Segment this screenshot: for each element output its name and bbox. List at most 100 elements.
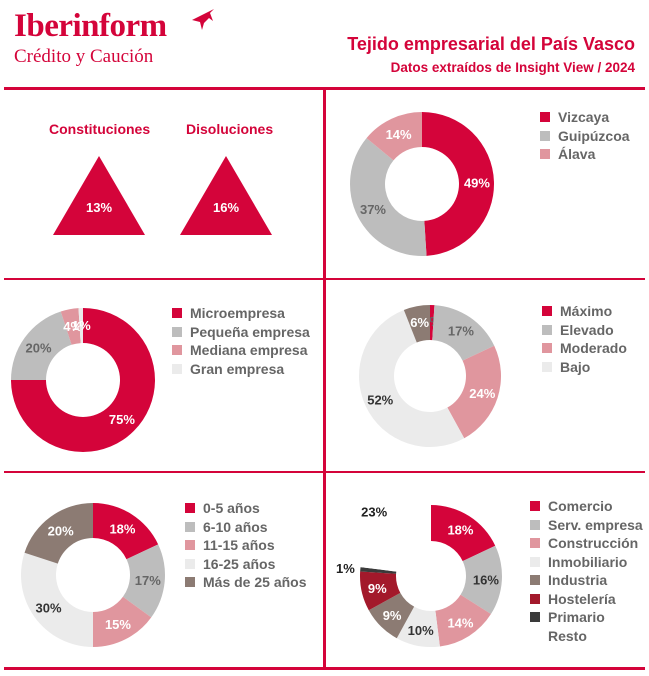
legend-label: Resto — [548, 627, 587, 644]
donut-4-slice-industria — [368, 592, 415, 639]
legend-swatch — [542, 324, 552, 335]
donut-0-slice-vizcaya — [422, 112, 495, 256]
donut-4-label-hosteleria: 9% — [368, 581, 387, 596]
legend-swatch — [172, 363, 182, 374]
legend-swatch — [185, 577, 195, 588]
donut-1-slice-mediana-empresa — [60, 308, 81, 345]
donut-1-label-microempresa: 75% — [109, 412, 135, 427]
legend-item-16-25-anos: 16-25 años — [185, 555, 307, 574]
triangle-constituciones — [53, 156, 145, 235]
legend-item-resto: Resto — [530, 627, 643, 646]
donut-1-slice-microempresa — [11, 308, 155, 452]
legend-label: Gran empresa — [190, 360, 285, 377]
donut-3-slice-6-10-anos — [122, 544, 166, 618]
legend-label: Inmobiliario — [548, 553, 628, 570]
donut-0-label-vizcaya: 49% — [464, 175, 490, 190]
donut-1-label-gran-empresa: 1% — [72, 318, 91, 333]
donut-1-label-mediana-empresa: 4% — [63, 319, 82, 334]
legend-label: Pequeña empresa — [190, 323, 310, 340]
donut-2-label-elevado: 17% — [448, 324, 474, 339]
legend-item-moderado: Moderado — [542, 339, 627, 358]
legend-riesgo: Máximo Elevado Moderado Bajo — [542, 302, 627, 376]
legend-swatch — [530, 630, 540, 641]
legend-item-bajo: Bajo — [542, 358, 627, 377]
legend-swatch — [540, 149, 550, 160]
donut-0-label-guipuzcoa: 37% — [360, 202, 386, 217]
legend-swatch — [530, 519, 540, 530]
legend-swatch — [530, 538, 540, 549]
legend-label: Primario — [548, 609, 605, 626]
legend-item-maximo: Máximo — [542, 302, 627, 321]
page-title: Tejido empresarial del País Vasco — [347, 34, 635, 54]
donut-4-slice-primario — [360, 567, 397, 574]
legend-item-mediana-empresa: Mediana empresa — [172, 341, 310, 360]
donut-4-label-industria: 9% — [383, 608, 402, 623]
legend-label: Construcción — [548, 535, 639, 552]
legend-label: Serv. empresa — [548, 516, 643, 533]
legend-item-microempresa: Microempresa — [172, 304, 310, 323]
donut-3-label-11-15-anos: 15% — [105, 617, 131, 632]
legend-swatch — [540, 130, 550, 141]
legend-item-inmobiliario: Inmobiliario — [530, 553, 643, 572]
legend-tamano: Microempresa Pequeña empresa Mediana empre… — [172, 304, 310, 378]
legend-label: Más de 25 años — [203, 574, 307, 591]
donut-3-slice-mas-de-25-anos — [24, 503, 93, 564]
triangle-value-constituciones: 13% — [86, 200, 112, 215]
legend-label: Elevado — [560, 321, 614, 338]
legend-label: 0-5 años — [203, 500, 260, 517]
legend-item-alava: Álava — [540, 145, 630, 164]
legend-swatch — [542, 343, 552, 354]
donut-4-slice-inmobiliario — [396, 606, 440, 647]
donut-2-slice-maximo — [430, 305, 435, 341]
donut-3-slice-11-15-anos — [93, 596, 152, 647]
legend-swatch — [542, 361, 552, 372]
legend-item-vizcaya: Vizcaya — [540, 108, 630, 127]
brand-logo: Iberinform Crédito y Caución — [14, 8, 167, 68]
legend-swatch — [185, 558, 195, 569]
donut-2-label-bajo: 52% — [367, 392, 393, 407]
donut-1-slice-pequena-empresa — [11, 311, 72, 380]
donut-4-label-inmobiliario: 10% — [408, 623, 434, 638]
legend-item-elevado: Elevado — [542, 321, 627, 340]
legend-item-6-10-anos: 6-10 años — [185, 518, 307, 537]
legend-swatch — [540, 112, 550, 123]
legend-swatch — [530, 575, 540, 586]
legend-item-0-5-anos: 0-5 años — [185, 499, 307, 518]
legend-label: Moderado — [560, 340, 627, 357]
legend-item-construccion: Construcción — [530, 534, 643, 553]
triangle-label-disoluciones: Disoluciones — [186, 121, 274, 137]
legend-item-mas-de-25-anos: Más de 25 años — [185, 573, 307, 592]
triangle-disoluciones — [180, 156, 272, 235]
donut-3-slice-16-25-anos — [20, 552, 94, 647]
legend-sector: Comercio Serv. empresa Construcción Inmobil… — [530, 497, 643, 645]
legend-label: 11-15 años — [203, 537, 275, 554]
legend-item-comercio: Comercio — [530, 497, 643, 516]
legend-swatch — [530, 556, 540, 567]
donut-4-slice-serv-empresa — [460, 545, 502, 615]
donut-4-slice-hosteleria — [360, 571, 401, 611]
legend-swatch — [185, 521, 195, 532]
legend-label: Hostelería — [548, 590, 616, 607]
donut-0-slice-guipuzcoa — [349, 138, 427, 256]
legend-swatch — [172, 345, 182, 356]
donut-3-label-16-25-anos: 30% — [35, 600, 61, 615]
donut-2-label-segment-4: 6% — [410, 315, 429, 330]
legend-label: 16-25 años — [203, 555, 276, 572]
donut-1-slice-gran-empresa — [78, 308, 83, 344]
donut-4-slice-resto — [360, 505, 431, 572]
legend-item-gran-empresa: Gran empresa — [172, 360, 310, 379]
donut-2-slice-bajo — [358, 309, 465, 448]
legend-item-primario: Primario — [530, 608, 643, 627]
donut-3-label-0-5-anos: 18% — [109, 522, 135, 537]
legend-item-pequena-empresa: Pequeña empresa — [172, 323, 310, 342]
legend-swatch — [172, 326, 182, 337]
donut-4-label-serv-empresa: 16% — [473, 572, 499, 587]
legend-item-industria: Industria — [530, 571, 643, 590]
legend-label: Vizcaya — [558, 109, 610, 126]
donut-4-slice-construccion — [435, 594, 491, 647]
legend-swatch — [185, 540, 195, 551]
legend-swatch — [530, 612, 540, 623]
donut-3-label-6-10-anos: 17% — [135, 573, 161, 588]
triangle-label-constituciones: Constituciones — [49, 121, 151, 137]
